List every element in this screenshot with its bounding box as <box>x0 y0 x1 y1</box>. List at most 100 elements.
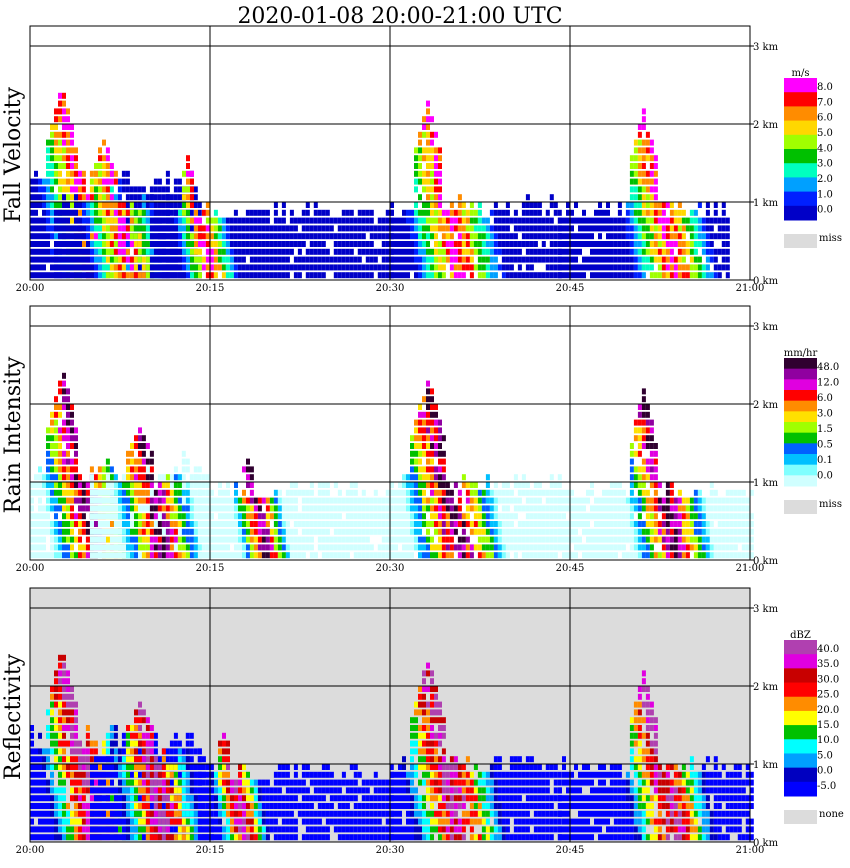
echo-cell <box>426 458 430 465</box>
echo-cell <box>62 717 66 724</box>
echo-cell <box>713 552 718 559</box>
echo-cell <box>46 810 50 817</box>
echo-cell <box>717 248 722 255</box>
echo-cell <box>74 225 78 232</box>
echo-cell <box>645 233 650 240</box>
echo-cell <box>93 233 98 240</box>
echo-cell <box>34 795 38 802</box>
echo-cell <box>489 256 494 263</box>
echo-cell <box>193 202 198 208</box>
echo-cell <box>141 552 146 559</box>
echo-cell <box>309 256 314 263</box>
echo-cell <box>62 544 66 551</box>
echo-cell <box>126 482 130 488</box>
echo-cell <box>621 497 626 504</box>
echo-cell <box>381 217 386 224</box>
echo-cell <box>198 528 202 535</box>
echo-cell <box>30 482 34 488</box>
echo-cell <box>222 505 226 512</box>
echo-cell <box>149 552 154 559</box>
echo-cell <box>46 435 50 442</box>
echo-cell <box>149 202 154 208</box>
echo-cell <box>121 178 126 185</box>
echo-cell <box>609 241 614 247</box>
colorbar-missing-label: miss <box>819 499 842 510</box>
echo-cell <box>489 544 494 551</box>
echo-cell <box>365 521 370 527</box>
echo-cell <box>165 170 170 177</box>
echo-cell <box>34 170 38 177</box>
echo-cell <box>34 225 38 232</box>
echo-cell <box>82 256 86 263</box>
echo-cell <box>66 411 70 418</box>
echo-cell <box>725 497 730 504</box>
echo-5 <box>558 108 730 279</box>
echo-cell <box>109 241 114 247</box>
echo-cell <box>98 209 102 216</box>
echo-cell <box>725 217 730 224</box>
echo-cell <box>94 194 98 201</box>
echo-cell <box>377 505 382 512</box>
echo-cell <box>261 497 266 504</box>
echo-cell <box>238 521 242 527</box>
echo-cell <box>78 513 82 520</box>
echo-cell <box>481 256 486 263</box>
echo-cell <box>50 272 54 279</box>
echo-cell <box>82 264 86 271</box>
echo-cell <box>66 528 70 535</box>
echo-cell <box>501 544 506 551</box>
echo-cell <box>50 505 54 512</box>
echo-cell <box>70 147 74 154</box>
echo-cell <box>541 536 546 543</box>
echo-cell <box>109 170 114 177</box>
echo-cell <box>245 209 250 216</box>
echo-cell <box>441 552 446 559</box>
echo-cell <box>58 186 62 193</box>
echo-cell <box>558 241 562 247</box>
echo-cell <box>505 505 510 512</box>
echo-cell <box>145 194 150 201</box>
echo-cell <box>46 787 50 794</box>
echo-cell <box>533 497 538 504</box>
echo-cell <box>333 513 338 520</box>
echo-cell <box>62 740 66 747</box>
echo-cell <box>301 513 306 520</box>
echo-cell <box>637 178 642 185</box>
echo-cell <box>297 544 302 551</box>
echo-cell <box>353 544 358 551</box>
echo-cell <box>481 513 486 520</box>
echo-cell <box>178 248 182 255</box>
echo-cell <box>501 225 506 232</box>
echo-cell <box>129 513 134 520</box>
echo-cell <box>105 202 110 208</box>
echo-cell <box>390 202 394 208</box>
echo-cell <box>621 513 626 520</box>
echo-cell <box>461 217 466 224</box>
echo-cell <box>66 147 70 154</box>
echo-cell <box>641 482 646 488</box>
echo-cell <box>218 482 222 488</box>
echo-cell <box>529 256 534 263</box>
echo-cell <box>101 194 106 201</box>
echo-cell <box>373 528 378 535</box>
echo-cell <box>117 748 122 755</box>
echo-cell <box>221 248 226 255</box>
echo-cell <box>685 544 690 551</box>
echo-cell <box>213 256 218 263</box>
echo-cell <box>242 552 246 559</box>
echo-cell <box>394 521 398 527</box>
echo-cell <box>185 513 190 520</box>
echo-cell <box>246 536 250 543</box>
echo-cell <box>681 225 686 232</box>
echo-cell <box>62 202 66 208</box>
echo-cell <box>105 233 110 240</box>
echo-cell <box>66 771 70 778</box>
echo-cell <box>434 264 438 271</box>
echo-cell <box>317 544 322 551</box>
echo-cell <box>134 505 138 512</box>
echo-cell <box>98 194 102 201</box>
echo-cell <box>625 505 630 512</box>
echo-cell <box>449 489 454 496</box>
echo-cell <box>549 497 554 504</box>
echo-cell <box>214 528 218 535</box>
